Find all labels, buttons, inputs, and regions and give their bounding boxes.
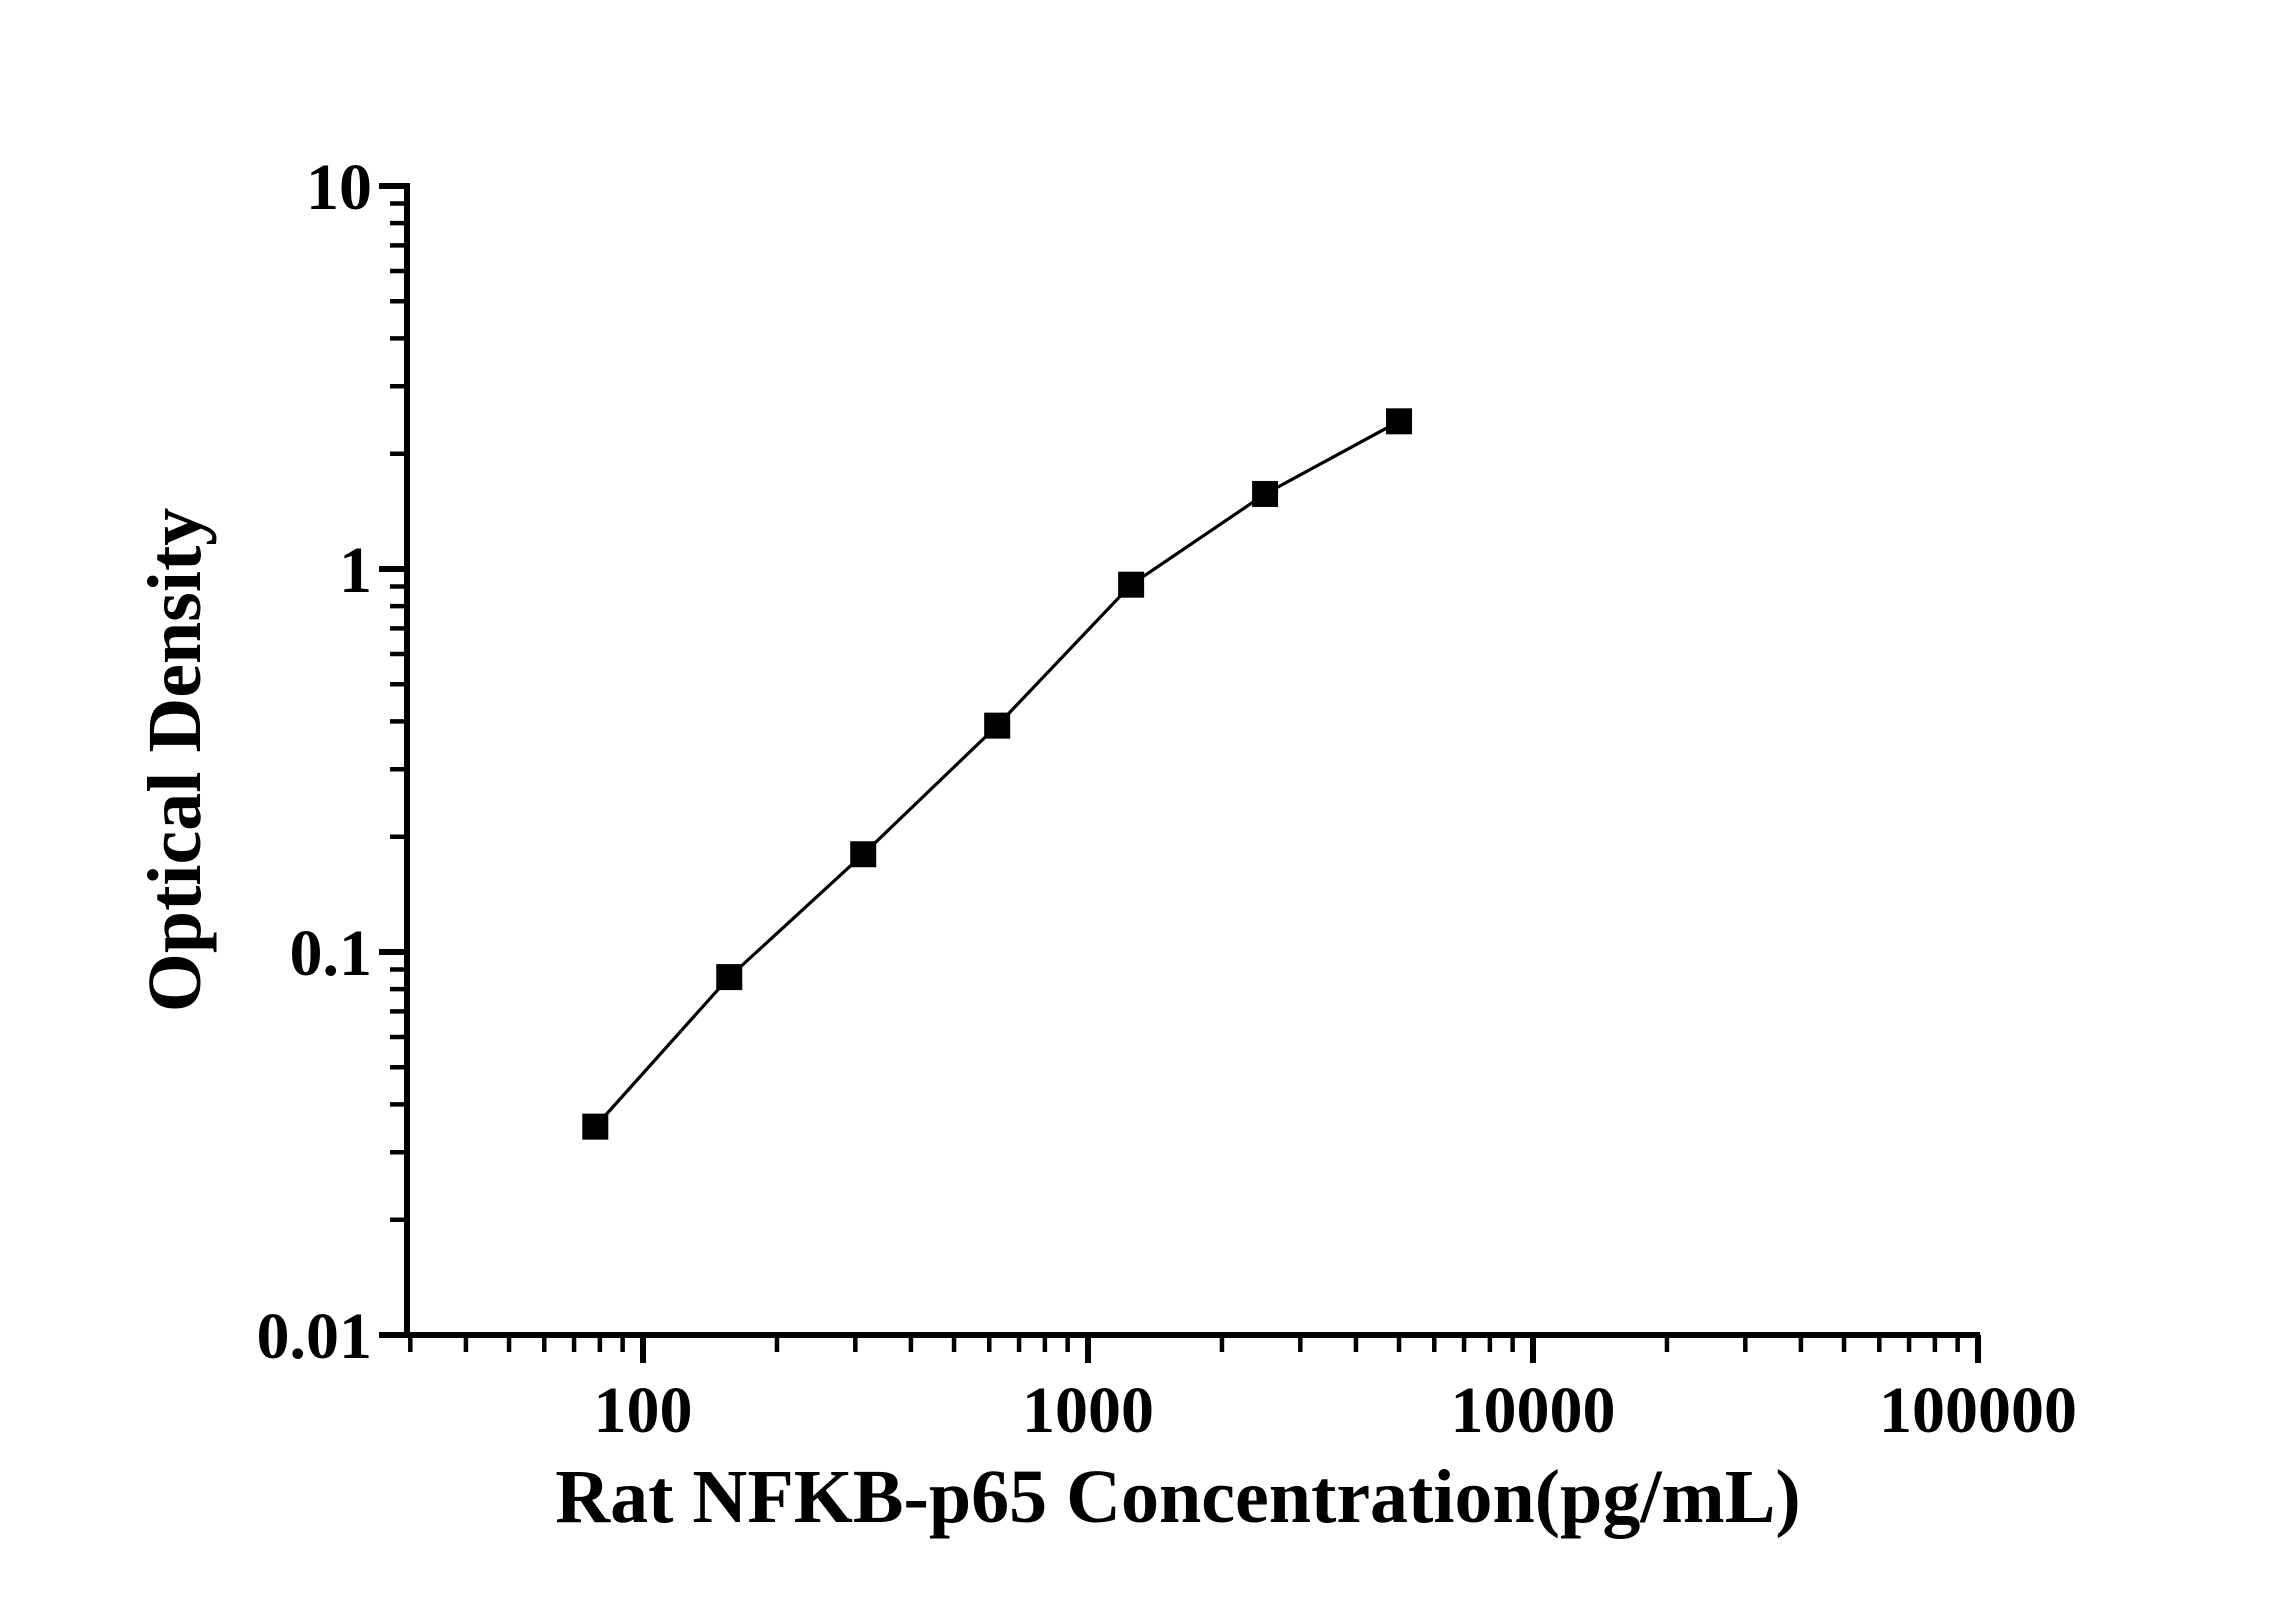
axis-ticks (379, 183, 1981, 1363)
data-point-marker (1386, 408, 1413, 435)
y-axis-title: Optical Density (133, 508, 217, 1013)
axis-spine (404, 183, 1980, 1338)
data-point-marker (1252, 480, 1279, 507)
y-tick-label-0.1: 0.1 (290, 917, 373, 990)
data-point-marker (716, 964, 743, 991)
data-point-marker (582, 1113, 609, 1140)
x-tick-label-100: 100 (594, 1374, 693, 1447)
y-tick-label-1: 1 (339, 534, 372, 607)
x-axis-title: Rat NFKB-p65 Concentration(pg/mL) (555, 1455, 1801, 1539)
axes (404, 183, 1980, 1338)
data-point-marker (1118, 571, 1145, 598)
x-tick-label-1000: 1000 (1022, 1374, 1154, 1447)
x-tick-label-10000: 10000 (1451, 1374, 1616, 1447)
x-tick-label-100000: 100000 (1879, 1374, 2077, 1447)
data-point-marker (850, 841, 877, 868)
y-tick-label-10: 10 (306, 151, 372, 224)
series-line (594, 419, 1400, 1128)
data-series (582, 408, 1413, 1140)
tick-labels: 100 1000 10000 100000 10 1 0.1 0.01 (257, 151, 2078, 1447)
y-tick-label-0.01: 0.01 (257, 1300, 373, 1373)
data-point-marker (984, 712, 1011, 739)
